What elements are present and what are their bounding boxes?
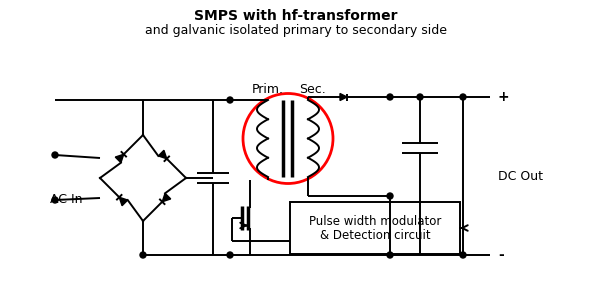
Circle shape: [387, 252, 393, 258]
Circle shape: [52, 152, 58, 158]
Circle shape: [460, 94, 466, 100]
Text: SMPS with hf-transformer: SMPS with hf-transformer: [195, 9, 398, 23]
Circle shape: [52, 197, 58, 203]
Text: +: +: [498, 90, 509, 104]
Text: -: -: [498, 248, 503, 262]
Polygon shape: [115, 154, 124, 163]
Text: Prim.: Prim.: [252, 83, 284, 95]
Text: and galvanic isolated primary to secondary side: and galvanic isolated primary to seconda…: [145, 24, 447, 36]
Text: Sec.: Sec.: [299, 83, 326, 95]
Circle shape: [227, 97, 233, 103]
Circle shape: [227, 252, 233, 258]
Polygon shape: [119, 197, 127, 206]
Circle shape: [460, 252, 466, 258]
Text: & Detection circuit: & Detection circuit: [320, 229, 431, 242]
Text: Pulse width modulator: Pulse width modulator: [309, 215, 441, 228]
Circle shape: [387, 94, 393, 100]
Circle shape: [140, 252, 146, 258]
Polygon shape: [158, 150, 167, 159]
Text: AC In: AC In: [50, 193, 82, 206]
Polygon shape: [340, 94, 347, 100]
Text: DC Out: DC Out: [498, 170, 543, 182]
Circle shape: [387, 193, 393, 199]
Circle shape: [417, 94, 423, 100]
Polygon shape: [162, 193, 171, 202]
Bar: [290, 202, 460, 254]
